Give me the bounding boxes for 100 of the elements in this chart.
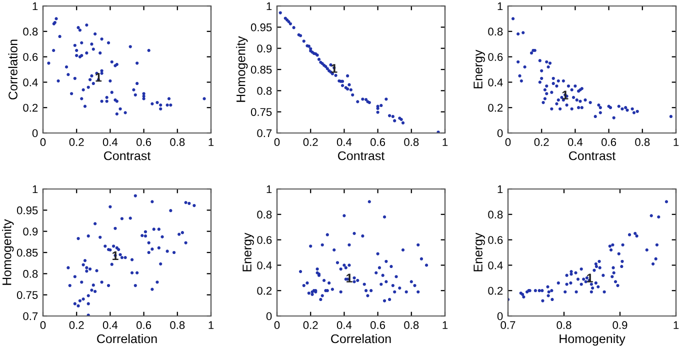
- y-tick-label: 0.6: [488, 236, 503, 244]
- y-tick-label: 0.8: [23, 28, 38, 36]
- annotation: 1: [562, 90, 568, 100]
- y-tick-label: 1: [266, 2, 272, 10]
- point: [356, 100, 360, 104]
- y-tick-label: 0.8: [23, 270, 38, 278]
- y-tick-label: 0.6: [23, 53, 38, 61]
- annotation: 1: [96, 73, 102, 82]
- x-tick-label: 0.2: [303, 138, 318, 146]
- point: [384, 98, 388, 101]
- x-tick-label: 0: [40, 138, 46, 146]
- point: [302, 40, 306, 43]
- y-tick-label: 0: [266, 312, 272, 320]
- x-axis-title: Correlation: [97, 334, 157, 344]
- x-axis-title: Homogenity: [560, 334, 626, 346]
- x-tick-label: 0.4: [568, 138, 583, 146]
- y-tick-label: 0.4: [488, 261, 503, 270]
- x-tick-label: 1: [674, 138, 679, 146]
- x-axis-title: Contrast: [104, 151, 151, 160]
- y-tick-label: 1: [266, 185, 272, 194]
- y-tick-label: 0.8: [257, 210, 272, 219]
- point: [288, 22, 292, 26]
- point: [391, 114, 394, 118]
- x-tick-label: 1: [442, 321, 448, 329]
- x-tick-label: 1: [208, 138, 214, 146]
- y-tick-label: 0: [32, 129, 38, 138]
- x-tick-label: 0.6: [136, 321, 152, 330]
- point: [393, 119, 396, 122]
- x-tick-label: 0.6: [370, 321, 386, 330]
- y-axis-title: Energy: [474, 232, 485, 272]
- y-tick-label: 0: [497, 312, 503, 320]
- x-tick-label: 0.8: [170, 321, 185, 330]
- point: [334, 74, 338, 77]
- y-axis-title: Energy: [242, 232, 254, 272]
- y-tick-label: 0.6: [257, 236, 272, 244]
- y-tick-label: 0.75: [250, 108, 272, 116]
- x-tick-label: 0.8: [556, 321, 572, 330]
- point: [401, 121, 405, 124]
- y-tick-label: 0.95: [250, 23, 272, 32]
- x-tick-label: 0.8: [404, 138, 419, 146]
- x-tick-label: 1: [208, 321, 214, 329]
- point: [351, 93, 354, 96]
- y-tick-label: 1: [32, 185, 38, 194]
- y-tick-label: 0.4: [257, 261, 272, 270]
- y-tick-label: 0.7: [23, 312, 38, 320]
- point: [348, 83, 351, 86]
- y-tick-label: 0.7: [257, 129, 272, 138]
- x-tick-label: 0: [505, 138, 511, 146]
- y-tick-label: 0.2: [488, 104, 503, 112]
- x-axis-title: Correlation: [331, 334, 391, 344]
- annotation: 1: [331, 64, 338, 73]
- point: [376, 110, 380, 114]
- x-tick-label: 0.9: [612, 321, 628, 330]
- y-tick-label: 0.4: [23, 78, 38, 86]
- y-tick-label: 0.95: [16, 206, 38, 214]
- y-axis-title: Correlation: [8, 40, 18, 100]
- x-tick-label: 1: [674, 321, 679, 329]
- x-tick-label: 0.4: [336, 138, 352, 146]
- y-axis-title: Homogenity: [236, 36, 248, 102]
- x-tick-label: 0.2: [69, 321, 84, 330]
- x-tick-label: 0.2: [69, 138, 84, 146]
- point: [340, 84, 344, 88]
- y-tick-label: 0.75: [16, 291, 38, 299]
- y-tick-label: 0.8: [257, 86, 272, 95]
- y-tick-label: 1: [498, 2, 503, 10]
- annotation: 1: [587, 274, 593, 282]
- y-tick-label: 0.9: [257, 44, 272, 52]
- point: [292, 26, 296, 30]
- x-tick-label: 0.6: [370, 138, 386, 146]
- point: [278, 11, 282, 14]
- x-tick-label: 0.6: [602, 138, 616, 146]
- x-tick-label: 0.8: [170, 138, 185, 146]
- y-tick-label: 0.2: [23, 104, 38, 112]
- y-tick-label: 1: [498, 185, 503, 194]
- x-tick-label: 0.6: [136, 138, 152, 146]
- point: [317, 58, 321, 61]
- y-tick-label: 0.4: [488, 78, 503, 86]
- x-tick-label: 0: [274, 138, 280, 146]
- y-tick-label: 0.6: [488, 53, 503, 61]
- x-tick-label: 0: [274, 321, 280, 330]
- x-tick-label: 0.2: [534, 138, 549, 146]
- x-tick-label: 0: [40, 321, 46, 330]
- point: [349, 88, 352, 92]
- y-tick-label: 0.8: [488, 210, 503, 219]
- y-tick-label: 0: [497, 129, 503, 138]
- x-tick-label: 0.4: [102, 321, 118, 330]
- x-axis-title: Contrast: [338, 151, 385, 160]
- y-tick-label: 0.85: [250, 66, 272, 74]
- x-tick-label: 0.4: [336, 321, 352, 330]
- y-tick-label: 0.2: [257, 286, 272, 295]
- x-tick-label: 0.8: [635, 138, 650, 146]
- point: [346, 74, 350, 78]
- y-tick-label: 0.8: [488, 28, 503, 36]
- x-tick-label: 1: [442, 138, 448, 146]
- point: [380, 104, 383, 108]
- point: [388, 114, 392, 118]
- y-tick-label: 0.2: [488, 286, 503, 295]
- annotation: 1: [346, 274, 352, 282]
- x-tick-label: 0.2: [303, 321, 318, 330]
- x-tick-label: 0.4: [102, 138, 118, 146]
